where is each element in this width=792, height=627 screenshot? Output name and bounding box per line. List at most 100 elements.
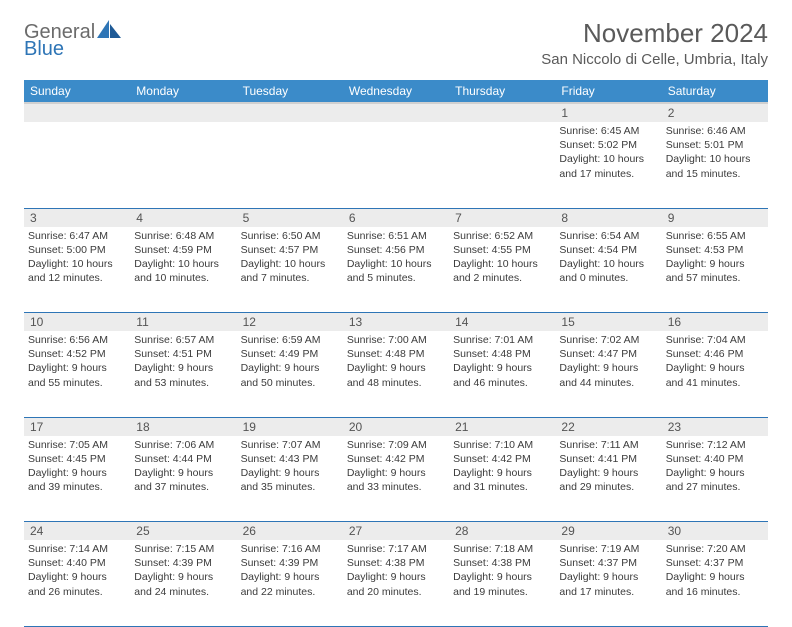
sunrise-text: Sunrise: 6:45 AM bbox=[559, 124, 657, 138]
daylight-text-1: Daylight: 9 hours bbox=[241, 361, 339, 375]
daylight-text-1: Daylight: 9 hours bbox=[453, 361, 551, 375]
day-cell: Sunrise: 7:06 AMSunset: 4:44 PMDaylight:… bbox=[130, 436, 236, 522]
day-number-cell bbox=[24, 103, 130, 122]
day-number-cell: 22 bbox=[555, 417, 661, 436]
month-title: November 2024 bbox=[541, 18, 768, 49]
sunset-text: Sunset: 4:43 PM bbox=[241, 452, 339, 466]
day-cell: Sunrise: 6:45 AMSunset: 5:02 PMDaylight:… bbox=[555, 122, 661, 208]
sunrise-text: Sunrise: 7:04 AM bbox=[666, 333, 764, 347]
daylight-text-2: and 57 minutes. bbox=[666, 271, 764, 285]
day-cell: Sunrise: 7:16 AMSunset: 4:39 PMDaylight:… bbox=[237, 540, 343, 626]
day-number-cell: 9 bbox=[662, 208, 768, 227]
daylight-text-2: and 46 minutes. bbox=[453, 376, 551, 390]
daylight-text-2: and 7 minutes. bbox=[241, 271, 339, 285]
daylight-text-2: and 15 minutes. bbox=[666, 167, 764, 181]
day-number-cell: 14 bbox=[449, 313, 555, 332]
sunrise-text: Sunrise: 6:57 AM bbox=[134, 333, 232, 347]
sunrise-text: Sunrise: 7:09 AM bbox=[347, 438, 445, 452]
sunrise-text: Sunrise: 7:17 AM bbox=[347, 542, 445, 556]
day-number-cell: 7 bbox=[449, 208, 555, 227]
sunset-text: Sunset: 4:37 PM bbox=[666, 556, 764, 570]
day-number-cell: 28 bbox=[449, 522, 555, 541]
sunrise-text: Sunrise: 7:11 AM bbox=[559, 438, 657, 452]
day-number-cell: 23 bbox=[662, 417, 768, 436]
week-row: Sunrise: 6:45 AMSunset: 5:02 PMDaylight:… bbox=[24, 122, 768, 208]
sunset-text: Sunset: 4:41 PM bbox=[559, 452, 657, 466]
daylight-text-2: and 44 minutes. bbox=[559, 376, 657, 390]
daylight-text-1: Daylight: 9 hours bbox=[28, 466, 126, 480]
day-cell: Sunrise: 6:48 AMSunset: 4:59 PMDaylight:… bbox=[130, 227, 236, 313]
sunrise-text: Sunrise: 7:15 AM bbox=[134, 542, 232, 556]
day-cell: Sunrise: 7:10 AMSunset: 4:42 PMDaylight:… bbox=[449, 436, 555, 522]
sunset-text: Sunset: 4:57 PM bbox=[241, 243, 339, 257]
day-number-cell: 17 bbox=[24, 417, 130, 436]
day-number-row: 3456789 bbox=[24, 208, 768, 227]
day-cell: Sunrise: 7:04 AMSunset: 4:46 PMDaylight:… bbox=[662, 331, 768, 417]
day-number-row: 12 bbox=[24, 103, 768, 122]
day-cell bbox=[24, 122, 130, 208]
daylight-text-1: Daylight: 10 hours bbox=[28, 257, 126, 271]
sunset-text: Sunset: 4:59 PM bbox=[134, 243, 232, 257]
sunset-text: Sunset: 4:38 PM bbox=[453, 556, 551, 570]
sunrise-text: Sunrise: 7:07 AM bbox=[241, 438, 339, 452]
daylight-text-2: and 5 minutes. bbox=[347, 271, 445, 285]
day-number-cell bbox=[449, 103, 555, 122]
sunset-text: Sunset: 5:01 PM bbox=[666, 138, 764, 152]
day-cell: Sunrise: 7:00 AMSunset: 4:48 PMDaylight:… bbox=[343, 331, 449, 417]
weekday-header: Sunday bbox=[24, 80, 130, 103]
sunset-text: Sunset: 4:49 PM bbox=[241, 347, 339, 361]
header: General Blue November 2024 San Niccolo d… bbox=[24, 18, 768, 68]
daylight-text-1: Daylight: 9 hours bbox=[241, 570, 339, 584]
sunrise-text: Sunrise: 7:14 AM bbox=[28, 542, 126, 556]
day-cell: Sunrise: 7:17 AMSunset: 4:38 PMDaylight:… bbox=[343, 540, 449, 626]
day-number-cell: 5 bbox=[237, 208, 343, 227]
day-number-row: 10111213141516 bbox=[24, 313, 768, 332]
day-number-cell: 1 bbox=[555, 103, 661, 122]
daylight-text-1: Daylight: 9 hours bbox=[134, 466, 232, 480]
sunrise-text: Sunrise: 6:59 AM bbox=[241, 333, 339, 347]
day-cell: Sunrise: 6:59 AMSunset: 4:49 PMDaylight:… bbox=[237, 331, 343, 417]
sunrise-text: Sunrise: 6:56 AM bbox=[28, 333, 126, 347]
daylight-text-1: Daylight: 9 hours bbox=[666, 466, 764, 480]
daylight-text-1: Daylight: 9 hours bbox=[453, 570, 551, 584]
day-cell bbox=[449, 122, 555, 208]
day-cell: Sunrise: 6:56 AMSunset: 4:52 PMDaylight:… bbox=[24, 331, 130, 417]
daylight-text-1: Daylight: 9 hours bbox=[28, 570, 126, 584]
sunrise-text: Sunrise: 6:51 AM bbox=[347, 229, 445, 243]
day-number-cell: 15 bbox=[555, 313, 661, 332]
daylight-text-1: Daylight: 10 hours bbox=[134, 257, 232, 271]
daylight-text-2: and 48 minutes. bbox=[347, 376, 445, 390]
daylight-text-1: Daylight: 10 hours bbox=[453, 257, 551, 271]
day-cell: Sunrise: 6:54 AMSunset: 4:54 PMDaylight:… bbox=[555, 227, 661, 313]
daylight-text-2: and 29 minutes. bbox=[559, 480, 657, 494]
day-number-cell: 10 bbox=[24, 313, 130, 332]
day-cell: Sunrise: 7:07 AMSunset: 4:43 PMDaylight:… bbox=[237, 436, 343, 522]
day-cell: Sunrise: 7:14 AMSunset: 4:40 PMDaylight:… bbox=[24, 540, 130, 626]
daylight-text-1: Daylight: 9 hours bbox=[559, 466, 657, 480]
day-number-row: 17181920212223 bbox=[24, 417, 768, 436]
day-number-cell: 6 bbox=[343, 208, 449, 227]
sunrise-text: Sunrise: 7:16 AM bbox=[241, 542, 339, 556]
sunrise-text: Sunrise: 7:05 AM bbox=[28, 438, 126, 452]
day-number-cell: 27 bbox=[343, 522, 449, 541]
daylight-text-2: and 33 minutes. bbox=[347, 480, 445, 494]
sunrise-text: Sunrise: 6:46 AM bbox=[666, 124, 764, 138]
daylight-text-2: and 35 minutes. bbox=[241, 480, 339, 494]
day-cell: Sunrise: 7:15 AMSunset: 4:39 PMDaylight:… bbox=[130, 540, 236, 626]
daylight-text-2: and 53 minutes. bbox=[134, 376, 232, 390]
sunrise-text: Sunrise: 6:54 AM bbox=[559, 229, 657, 243]
day-number-cell: 24 bbox=[24, 522, 130, 541]
week-row: Sunrise: 6:56 AMSunset: 4:52 PMDaylight:… bbox=[24, 331, 768, 417]
day-cell: Sunrise: 7:12 AMSunset: 4:40 PMDaylight:… bbox=[662, 436, 768, 522]
daylight-text-2: and 27 minutes. bbox=[666, 480, 764, 494]
day-number-cell: 20 bbox=[343, 417, 449, 436]
day-cell: Sunrise: 6:47 AMSunset: 5:00 PMDaylight:… bbox=[24, 227, 130, 313]
day-number-cell: 29 bbox=[555, 522, 661, 541]
day-number-cell bbox=[237, 103, 343, 122]
sunset-text: Sunset: 4:40 PM bbox=[28, 556, 126, 570]
day-number-cell: 11 bbox=[130, 313, 236, 332]
day-number-cell bbox=[130, 103, 236, 122]
day-cell bbox=[343, 122, 449, 208]
daylight-text-1: Daylight: 9 hours bbox=[241, 466, 339, 480]
day-number-cell: 26 bbox=[237, 522, 343, 541]
